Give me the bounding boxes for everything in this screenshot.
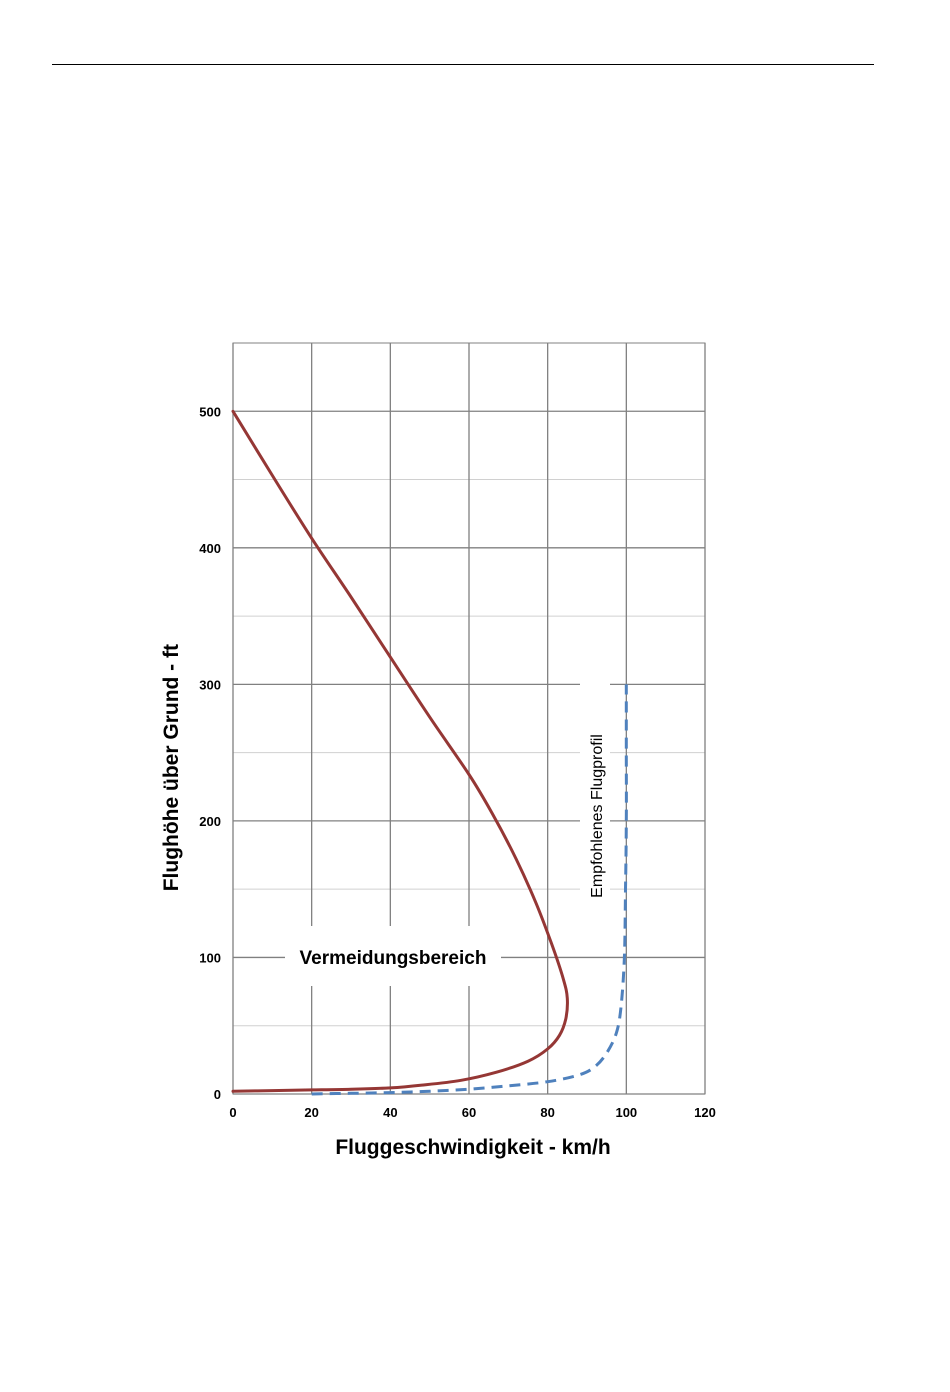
x-tick-label: 60 xyxy=(462,1105,476,1120)
profile-label-mask xyxy=(580,680,610,930)
y-tick-labels: 0 100 200 300 400 500 xyxy=(199,404,221,1102)
x-tick-label: 80 xyxy=(540,1105,554,1120)
avoidance-curve xyxy=(231,409,569,1093)
y-axis-title: Flughöhe über Grund - ft xyxy=(160,644,183,891)
recommended-profile-curve xyxy=(311,684,628,1096)
y-tick-label: 0 xyxy=(214,1087,221,1102)
x-tick-labels: 0 20 40 60 80 100 120 xyxy=(229,1105,715,1120)
y-tick-label: 200 xyxy=(199,814,221,829)
avoidance-area-label: Vermeidungsbereich xyxy=(300,948,487,969)
plot-frame xyxy=(232,342,706,1095)
x-tick-label: 0 xyxy=(229,1105,236,1120)
y-tick-label: 400 xyxy=(199,541,221,556)
x-tick-label: 40 xyxy=(383,1105,397,1120)
y-tick-label: 300 xyxy=(199,677,221,692)
x-axis-title: Fluggeschwindigkeit - km/h xyxy=(335,1136,610,1159)
x-tick-label: 100 xyxy=(615,1105,637,1120)
y-tick-label: 100 xyxy=(199,950,221,965)
y-tick-label: 500 xyxy=(199,404,221,419)
x-tick-label: 120 xyxy=(694,1105,716,1120)
recommended-profile-label: Empfohlenes Flugprofil xyxy=(589,734,606,898)
header-rule xyxy=(52,64,874,65)
x-tick-label: 20 xyxy=(304,1105,318,1120)
avoidance-label-mask xyxy=(285,926,501,986)
